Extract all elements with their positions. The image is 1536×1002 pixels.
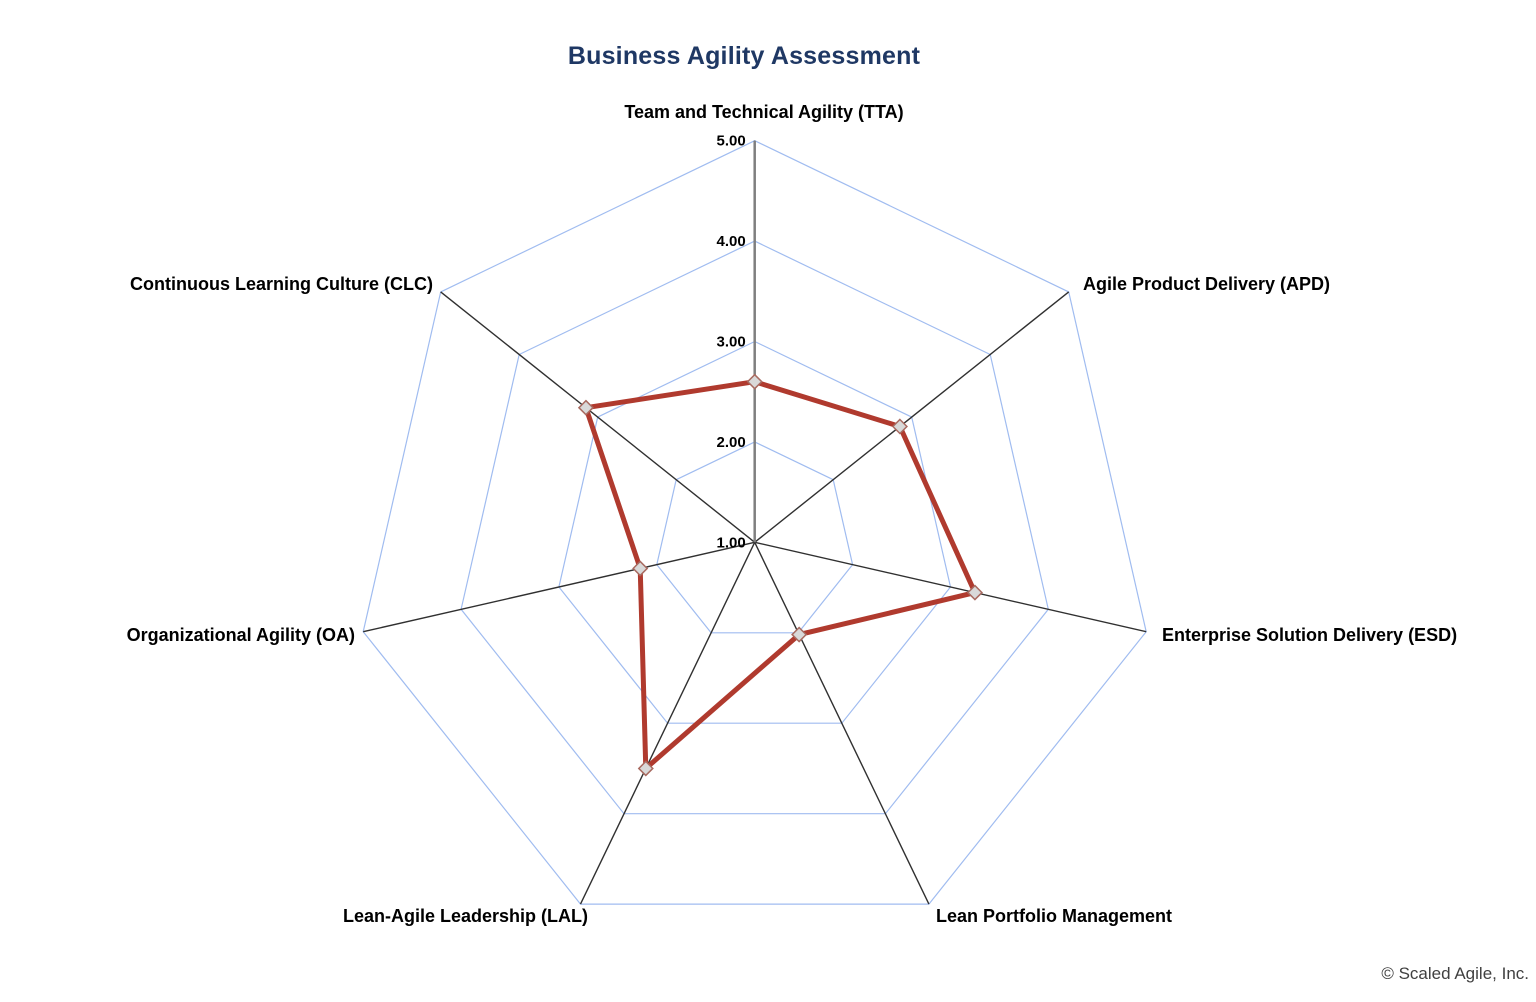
chart-title: Business Agility Assessment — [567, 42, 921, 70]
axis-spoke — [579, 541, 756, 905]
radial-tick-label: 3.00 — [716, 334, 745, 351]
data-point-marker — [637, 760, 654, 777]
data-series-polygon — [583, 379, 978, 771]
grid-ring — [656, 441, 854, 634]
copyright-text: © Scaled Agile, Inc. — [1381, 964, 1529, 983]
axis-label: Agile Product Delivery (APD) — [1083, 274, 1330, 294]
data-point-marker — [746, 373, 763, 390]
axis-label: Continuous Learning Culture (CLC) — [130, 274, 433, 294]
data-point-marker — [791, 626, 808, 643]
grid-ring — [558, 340, 952, 724]
axis-spoke — [754, 541, 1147, 633]
grid-ring — [362, 140, 1147, 905]
data-point-marker — [966, 584, 983, 601]
axis-spoke — [440, 291, 756, 543]
axis-spoke — [754, 291, 1070, 543]
axis-spoke — [754, 541, 930, 905]
radial-tick-label: 4.00 — [716, 233, 745, 250]
grid-ring — [460, 240, 1049, 815]
axis-label: Lean-Agile Leadership (LAL) — [343, 906, 588, 926]
radial-tick-label: 2.00 — [716, 434, 745, 451]
data-point-marker — [577, 399, 594, 416]
radial-tick-label: 5.00 — [716, 133, 745, 150]
data-point-marker — [891, 418, 908, 435]
axis-label: Enterprise Solution Delivery (ESD) — [1162, 625, 1457, 645]
axis-label: Lean Portfolio Management — [936, 906, 1172, 926]
axis-label: Team and Technical Agility (TTA) — [624, 102, 903, 122]
axis-spoke — [363, 541, 755, 633]
data-point-marker — [632, 560, 649, 577]
axis-label: Organizational Agility (OA) — [127, 625, 355, 645]
radial-tick-label: 1.00 — [716, 534, 745, 551]
